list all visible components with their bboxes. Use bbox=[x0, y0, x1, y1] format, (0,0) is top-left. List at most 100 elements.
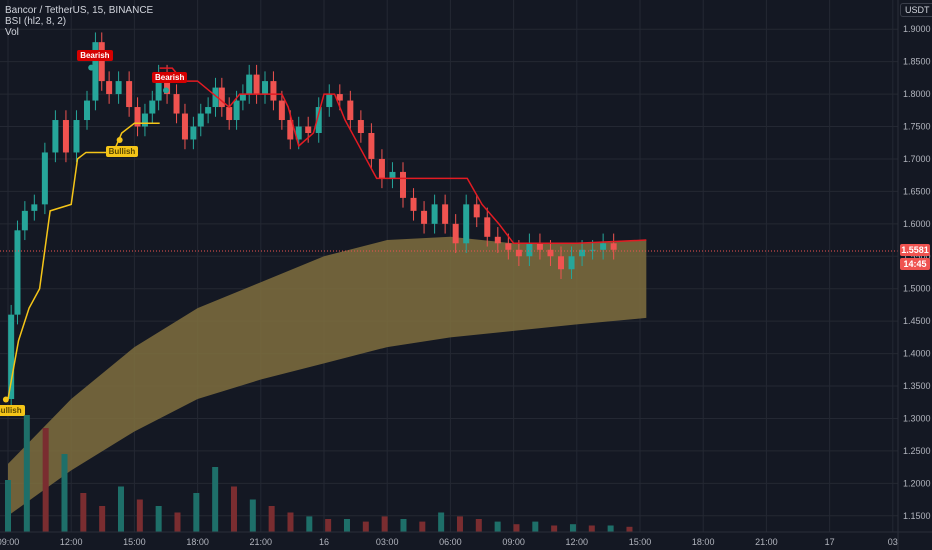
signal-markers bbox=[2, 64, 169, 403]
candle-body bbox=[14, 230, 21, 315]
x-tick-label: 18:00 bbox=[692, 537, 715, 547]
bar-countdown-tag: 14:45 bbox=[900, 258, 930, 270]
candle-body bbox=[21, 210, 28, 231]
candle-body bbox=[558, 256, 564, 270]
volume-bar bbox=[551, 525, 558, 532]
currency-badge[interactable]: USDT bbox=[900, 3, 932, 17]
candle-body bbox=[84, 100, 90, 121]
bearish-signal-label: Bearish bbox=[152, 72, 188, 84]
candle-body bbox=[336, 94, 343, 101]
candle-body bbox=[197, 113, 204, 127]
y-tick-label: 1.7000 bbox=[903, 154, 931, 164]
supertrend-bull-line bbox=[7, 122, 160, 400]
candle-body bbox=[494, 236, 501, 244]
candle-body bbox=[295, 126, 302, 140]
y-tick-label: 1.4000 bbox=[903, 349, 931, 359]
x-tick-label: 17 bbox=[825, 537, 835, 547]
candle-body bbox=[452, 223, 459, 244]
x-tick-label: 12:00 bbox=[60, 537, 83, 547]
candle-body bbox=[62, 120, 69, 153]
candle-body bbox=[463, 204, 470, 244]
candle-body bbox=[141, 113, 148, 127]
candle-body bbox=[347, 100, 354, 121]
volume-bar bbox=[343, 519, 350, 532]
volume-bar bbox=[268, 506, 275, 532]
candle-body bbox=[98, 42, 105, 82]
x-tick-label: 09:00 bbox=[0, 537, 19, 547]
candle-body bbox=[473, 204, 480, 218]
supertrend-lines bbox=[0, 67, 898, 400]
volume-bar bbox=[306, 516, 313, 532]
candle-body bbox=[270, 81, 277, 101]
candle-body bbox=[226, 107, 233, 121]
volume-bar bbox=[23, 415, 30, 532]
candle-body bbox=[106, 81, 113, 95]
candle-body bbox=[278, 100, 285, 121]
candle-body bbox=[505, 243, 512, 250]
candle-body bbox=[181, 113, 188, 140]
candle-body bbox=[315, 107, 322, 133]
candle-body bbox=[115, 81, 122, 95]
indicator-title[interactable]: BSI (hl2, 8, 2) bbox=[5, 16, 67, 27]
volume-bar bbox=[42, 428, 49, 532]
candle-body bbox=[589, 249, 596, 251]
y-tick-label: 1.8500 bbox=[903, 57, 931, 67]
y-tick-label: 1.5000 bbox=[903, 284, 931, 294]
volume-bar bbox=[136, 499, 143, 532]
volume-bar bbox=[532, 521, 539, 532]
candle-body bbox=[579, 249, 586, 257]
candle-body bbox=[205, 107, 212, 114]
volume-bar bbox=[475, 519, 482, 532]
candle-body bbox=[368, 133, 375, 159]
candle-body bbox=[41, 152, 48, 205]
volume-bar bbox=[249, 499, 256, 532]
volume-bar bbox=[419, 521, 426, 532]
volume-bar bbox=[174, 512, 181, 532]
candle-body bbox=[305, 126, 312, 133]
y-tick-label: 1.4500 bbox=[903, 316, 931, 326]
candle-body bbox=[149, 100, 156, 114]
candle-body bbox=[421, 210, 428, 224]
candle-body bbox=[31, 204, 38, 211]
volume-bar bbox=[438, 512, 445, 532]
candle-body bbox=[389, 171, 396, 179]
candle-body bbox=[233, 100, 240, 121]
volume-bar bbox=[325, 519, 332, 532]
y-tick-label: 1.2500 bbox=[903, 446, 931, 456]
x-tick-label: 03:00 bbox=[376, 537, 399, 547]
volume-bar bbox=[607, 525, 614, 532]
candle-body bbox=[600, 243, 607, 250]
volume-bar bbox=[569, 524, 576, 532]
volume-bar bbox=[61, 454, 68, 532]
volume-bar bbox=[5, 480, 11, 532]
volume-bar bbox=[80, 493, 87, 532]
candle-body bbox=[515, 249, 522, 257]
candle-body bbox=[610, 243, 617, 250]
symbol-title[interactable]: Bancor / TetherUS, 15, BINANCE bbox=[5, 5, 154, 16]
moving-average-cloud bbox=[8, 236, 647, 516]
x-tick-label: 15:00 bbox=[123, 537, 146, 547]
y-tick-label: 1.6500 bbox=[903, 186, 931, 196]
volume-title[interactable]: Vol bbox=[5, 27, 19, 38]
volume-bar bbox=[193, 493, 200, 532]
volume-bar bbox=[99, 506, 106, 532]
candle-body bbox=[155, 74, 162, 101]
volume-bar bbox=[117, 486, 124, 532]
candle-body bbox=[126, 81, 133, 108]
volume-bar bbox=[494, 521, 501, 532]
volume-bar bbox=[626, 526, 633, 532]
candle-body bbox=[134, 107, 141, 127]
candle-body bbox=[547, 249, 554, 257]
y-tick-label: 1.7500 bbox=[903, 122, 931, 132]
candle-body bbox=[526, 243, 533, 257]
x-tick-label: 21:00 bbox=[250, 537, 273, 547]
signal-dot bbox=[2, 396, 9, 403]
candle-body bbox=[484, 217, 491, 237]
volume-bar bbox=[588, 525, 595, 532]
volume-bar bbox=[155, 506, 162, 532]
candle-body bbox=[212, 87, 219, 108]
candle-body bbox=[326, 94, 333, 108]
bullish-signal-label: Bullish bbox=[105, 145, 139, 157]
